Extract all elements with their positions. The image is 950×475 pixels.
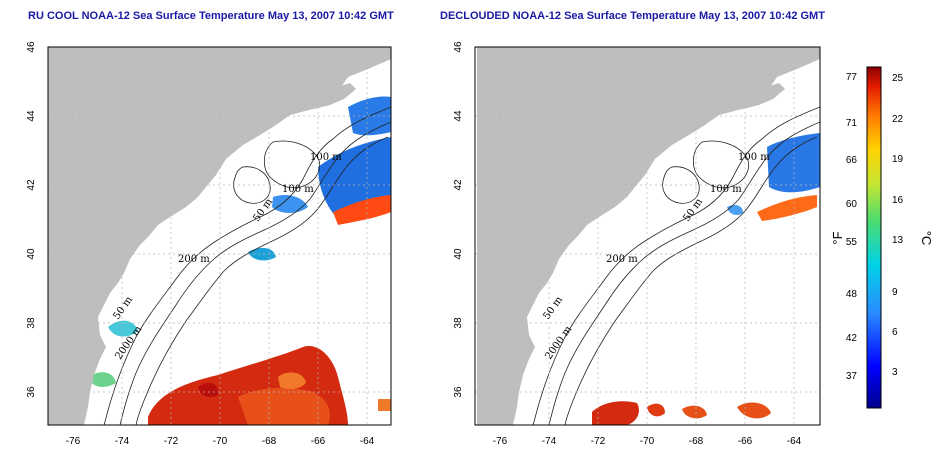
right-map-panel: 100 m 100 m 50 m 200 m 50 m 2000 m -76 -…: [453, 41, 821, 447]
colorbar-f-tick: 77: [846, 72, 858, 83]
colorbar-c-tick: 9: [892, 287, 898, 298]
colorbar-c-tick: 22: [892, 114, 904, 125]
colorbar-f-tick: 37: [846, 371, 858, 382]
colorbar-f-tick: 60: [846, 199, 858, 210]
lat-tick: 40: [26, 248, 37, 260]
left-map-title: RU COOL NOAA-12 Sea Surface Temperature …: [28, 10, 394, 22]
lat-tick: 36: [453, 386, 464, 398]
lon-ticks-left: -76 -74 -72 -70 -68 -66 -64: [66, 436, 375, 447]
left-map-panel: 100 m 100 m 50 m 200 m 50 m 2000 m -76 -…: [26, 41, 392, 447]
lat-tick: 44: [26, 110, 37, 122]
colorbar-celsius-label: °C: [919, 231, 934, 246]
lon-tick: -76: [66, 436, 81, 447]
colorbar-f-tick: 48: [846, 289, 858, 300]
lat-tick: 44: [453, 110, 464, 122]
lat-tick: 42: [453, 179, 464, 191]
lon-tick: -72: [164, 436, 179, 447]
left-map-frame: [47, 46, 392, 426]
lat-ticks-right: 46 44 42 40 38 36: [453, 41, 464, 398]
lon-tick: -76: [493, 436, 508, 447]
colorbar-fahrenheit-label: °F: [830, 231, 845, 244]
contour-label-200m: 200 m: [178, 254, 210, 265]
colorbar-c-tick: 6: [892, 327, 898, 338]
colorbar-c-ticks: 25 22 19 16 13 9 6 3: [892, 73, 904, 378]
colorbar-c-tick: 19: [892, 154, 904, 165]
lat-tick: 40: [453, 248, 464, 260]
lon-tick: -66: [738, 436, 753, 447]
contour-label-100m-a: 100 m: [310, 152, 342, 163]
colorbar-f-tick: 55: [846, 237, 858, 248]
lat-tick: 46: [453, 41, 464, 53]
lon-tick: -64: [787, 436, 802, 447]
contour-label-100m-b: 100 m: [710, 184, 742, 195]
colorbar-f-tick: 71: [846, 118, 858, 129]
lat-tick: 42: [26, 179, 37, 191]
contour-label-200m: 200 m: [606, 254, 638, 265]
lat-tick: 36: [26, 386, 37, 398]
lat-ticks-left: 46 44 42 40 38 36: [26, 41, 37, 398]
lon-tick: -72: [591, 436, 606, 447]
colorbar-f-ticks: 77 71 66 60 55 48 42 37: [846, 72, 858, 382]
colorbar-c-tick: 25: [892, 73, 904, 84]
colorbar-f-tick: 66: [846, 155, 858, 166]
lon-ticks-right: -76 -74 -72 -70 -68 -66 -64: [493, 436, 802, 447]
sst-patches-left: [48, 61, 391, 425]
lon-tick: -70: [640, 436, 655, 447]
lon-tick: -66: [311, 436, 326, 447]
lat-tick: 38: [26, 317, 37, 329]
lon-tick: -64: [360, 436, 375, 447]
lon-tick: -74: [115, 436, 130, 447]
colorbar-c-tick: 3: [892, 367, 898, 378]
right-map-title: DECLOUDED NOAA-12 Sea Surface Temperatur…: [440, 10, 825, 22]
colorbar-f-tick: 42: [846, 333, 858, 344]
grid-left: [48, 47, 391, 425]
contour-label-100m-b: 100 m: [282, 184, 314, 195]
contour-label-100m-a: 100 m: [738, 152, 770, 163]
lon-tick: -68: [689, 436, 704, 447]
lon-tick: -74: [542, 436, 557, 447]
lon-tick: -70: [213, 436, 228, 447]
lat-tick: 38: [453, 317, 464, 329]
lat-tick: 46: [26, 41, 37, 53]
grid-right: [475, 47, 820, 425]
colorbar-c-tick: 16: [892, 195, 904, 206]
colorbar-c-tick: 13: [892, 235, 904, 246]
lon-tick: -68: [262, 436, 277, 447]
colorbar: 77 71 66 60 55 48 42 37 25 22 19 16 13 9…: [830, 66, 934, 409]
colorbar-gradient: [866, 66, 882, 409]
right-map-frame: [474, 46, 821, 426]
